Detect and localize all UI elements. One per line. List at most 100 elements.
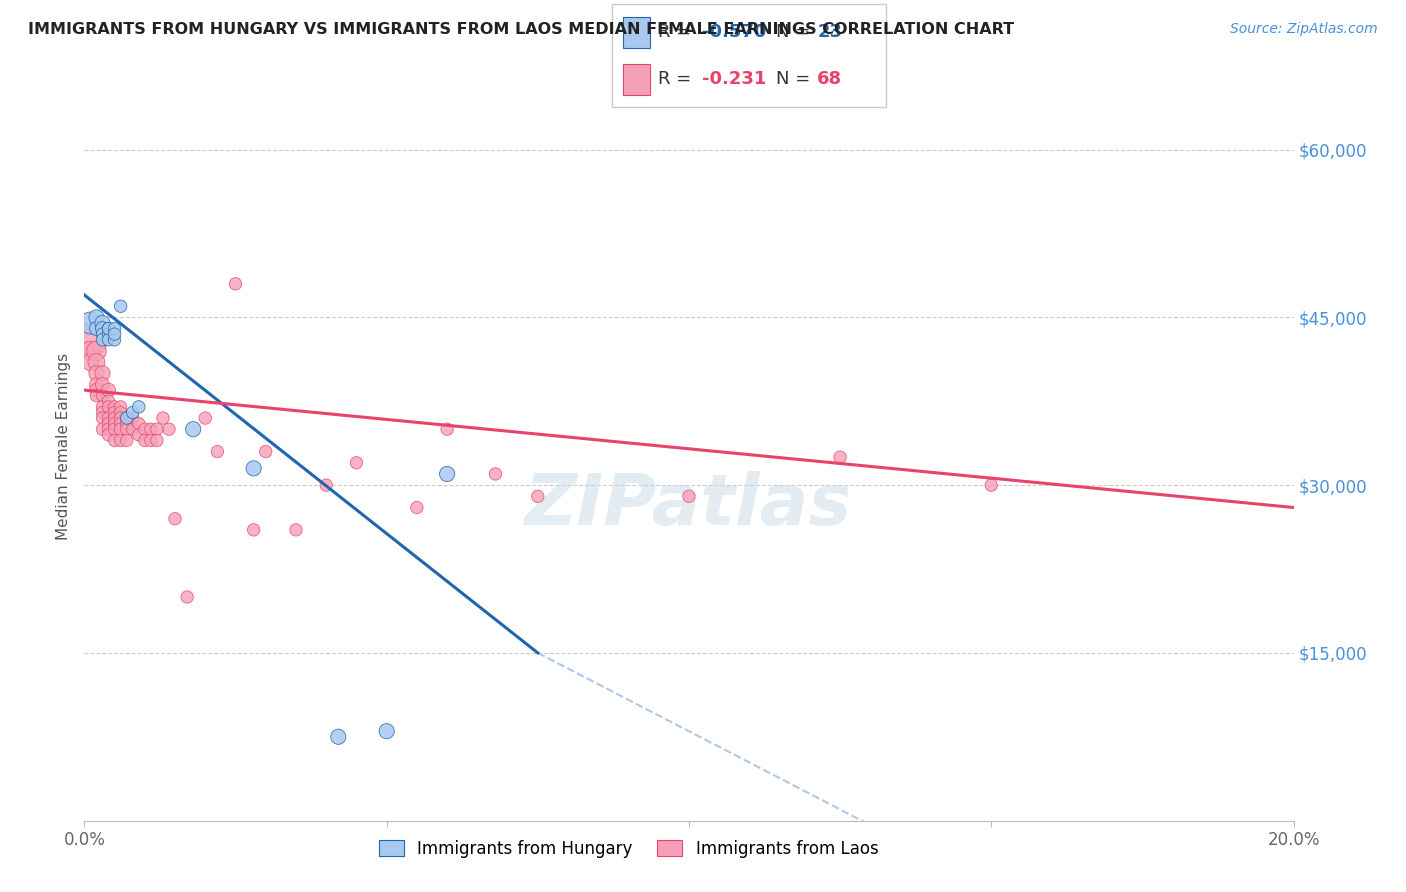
Point [91, 367, 114, 381]
Y-axis label: Median Female Earnings: Median Female Earnings [56, 352, 72, 540]
Point [104, 321, 127, 335]
Text: ZIPatlas: ZIPatlas [526, 472, 852, 541]
Point [110, 434, 132, 448]
Point [91, 405, 114, 419]
Point [139, 434, 162, 448]
Point [110, 299, 132, 313]
Point [375, 724, 398, 739]
Point [157, 422, 180, 436]
Text: N =: N = [776, 70, 815, 88]
Text: 68: 68 [817, 70, 842, 88]
Point [225, 277, 247, 291]
Point [79, 333, 101, 347]
Point [128, 400, 150, 414]
Point [91, 389, 114, 403]
Point [830, 450, 852, 465]
Point [115, 434, 138, 448]
Point [115, 411, 138, 425]
Text: Source: ZipAtlas.com: Source: ZipAtlas.com [1230, 22, 1378, 37]
Point [86, 321, 108, 335]
Point [91, 321, 114, 335]
Point [242, 523, 264, 537]
Point [91, 327, 114, 342]
Point [97, 417, 120, 431]
Point [115, 422, 138, 436]
Point [86, 389, 108, 403]
Point [104, 417, 127, 431]
Point [104, 405, 127, 419]
Point [86, 377, 108, 392]
Point [91, 411, 114, 425]
Point [110, 422, 132, 436]
Point [110, 405, 132, 419]
FancyBboxPatch shape [623, 17, 650, 47]
Point [484, 467, 506, 481]
Point [406, 500, 429, 515]
Point [110, 400, 132, 414]
Point [97, 411, 120, 425]
Point [346, 456, 368, 470]
Text: -0.231: -0.231 [702, 70, 766, 88]
Point [436, 467, 458, 481]
Text: N =: N = [776, 22, 815, 41]
Point [980, 478, 1002, 492]
Point [315, 478, 337, 492]
Point [97, 321, 120, 335]
Legend: Immigrants from Hungary, Immigrants from Laos: Immigrants from Hungary, Immigrants from… [373, 833, 884, 864]
FancyBboxPatch shape [612, 4, 886, 107]
Point [115, 417, 138, 431]
Text: -0.570: -0.570 [702, 22, 766, 41]
Point [91, 316, 114, 330]
Point [104, 333, 127, 347]
Point [79, 355, 101, 369]
Point [165, 511, 187, 525]
Point [121, 422, 143, 436]
Point [97, 321, 120, 335]
Point [115, 411, 138, 425]
Point [194, 411, 217, 425]
Point [97, 383, 120, 397]
Point [86, 383, 108, 397]
Text: IMMIGRANTS FROM HUNGARY VS IMMIGRANTS FROM LAOS MEDIAN FEMALE EARNINGS CORRELATI: IMMIGRANTS FROM HUNGARY VS IMMIGRANTS FR… [28, 22, 1014, 37]
Point [527, 489, 550, 503]
Point [97, 394, 120, 409]
Point [91, 422, 114, 436]
Point [121, 411, 143, 425]
Point [91, 400, 114, 414]
Point [79, 316, 101, 330]
Point [285, 523, 308, 537]
Point [86, 310, 108, 325]
Point [146, 422, 169, 436]
Point [110, 417, 132, 431]
Point [134, 422, 156, 436]
Point [146, 434, 169, 448]
Point [104, 434, 127, 448]
Point [678, 489, 700, 503]
Point [104, 411, 127, 425]
Point [121, 405, 143, 419]
FancyBboxPatch shape [623, 64, 650, 95]
Point [97, 327, 120, 342]
Point [97, 427, 120, 442]
Text: 23: 23 [817, 22, 842, 41]
Point [207, 444, 229, 458]
Point [128, 427, 150, 442]
Point [104, 400, 127, 414]
Text: R =: R = [658, 70, 697, 88]
Point [79, 343, 101, 358]
Point [128, 417, 150, 431]
Point [97, 400, 120, 414]
Point [91, 333, 114, 347]
Point [254, 444, 277, 458]
Point [436, 422, 458, 436]
Point [328, 730, 350, 744]
Point [91, 377, 114, 392]
Point [181, 422, 204, 436]
Point [86, 343, 108, 358]
Point [97, 333, 120, 347]
Point [152, 411, 174, 425]
Point [86, 355, 108, 369]
Point [97, 422, 120, 436]
Point [176, 590, 198, 604]
Text: R =: R = [658, 22, 697, 41]
